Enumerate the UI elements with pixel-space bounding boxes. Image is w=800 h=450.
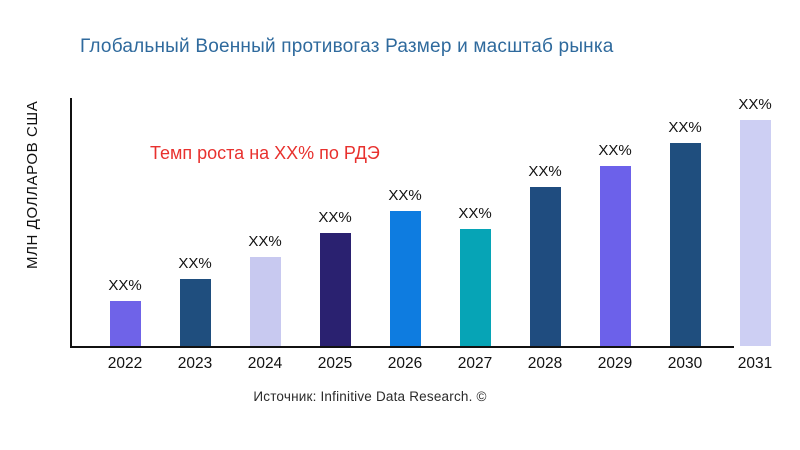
x-tick-label: 2028	[527, 355, 563, 372]
bar-2025	[319, 233, 351, 346]
bar-group-2031: XX% 2031	[738, 96, 772, 372]
bars-container: XX% 2022 XX% 2023 XX% 2024 XX% 2025 XX% 2026 XX% 20…	[70, 96, 780, 372]
bar-2031	[739, 120, 771, 346]
bar-group-2022: XX% 2022	[108, 277, 142, 372]
bar-value-label: XX%	[528, 163, 562, 180]
bar-2023	[179, 279, 211, 346]
source-text: Источник: Infinitive Data Research. ©	[253, 389, 487, 404]
bar-2030	[669, 143, 701, 346]
x-tick-label: 2024	[247, 355, 283, 372]
y-axis-line	[70, 98, 72, 348]
x-axis-line	[70, 346, 734, 348]
x-tick-label: 2023	[177, 355, 213, 372]
bar-group-2029: XX% 2029	[598, 142, 632, 372]
bar-group-2023: XX% 2023	[178, 255, 212, 372]
bar-2029	[599, 166, 631, 346]
bar-group-2024: XX% 2024	[248, 233, 282, 372]
bar-value-label: XX%	[668, 119, 702, 136]
bar-value-label: XX%	[458, 205, 492, 222]
x-tick-label: 2027	[457, 355, 493, 372]
plot-area: XX% 2022 XX% 2023 XX% 2024 XX% 2025 XX% 2026 XX% 20…	[70, 96, 780, 372]
bar-2026	[389, 211, 421, 346]
bar-2027	[459, 229, 491, 346]
bar-value-label: XX%	[598, 142, 632, 159]
bar-2022	[109, 301, 141, 346]
x-tick-label: 2031	[737, 355, 773, 372]
bar-2028	[529, 187, 561, 346]
bar-2024	[249, 257, 281, 346]
bar-group-2027: XX% 2027	[458, 205, 492, 372]
x-tick-label: 2030	[667, 355, 703, 372]
bar-value-label: XX%	[178, 255, 212, 272]
chart-title: Глобальный Военный противогаз Размер и м…	[80, 36, 614, 57]
bar-group-2026: XX% 2026	[388, 187, 422, 372]
bar-group-2030: XX% 2030	[668, 119, 702, 372]
x-tick-label: 2026	[387, 355, 423, 372]
bar-value-label: XX%	[248, 233, 282, 250]
growth-rate-annotation: Темп роста на XX% по РДЭ	[150, 143, 380, 163]
bar-value-label: XX%	[318, 209, 352, 226]
bar-value-label: XX%	[738, 96, 772, 113]
x-tick-label: 2025	[317, 355, 353, 372]
y-axis-label: МЛН ДОЛЛАРОВ США	[24, 100, 41, 270]
bar-group-2028: XX% 2028	[528, 163, 562, 372]
bar-value-label: XX%	[108, 277, 142, 294]
bar-group-2025: XX% 2025	[318, 209, 352, 372]
x-tick-label: 2029	[597, 355, 633, 372]
x-tick-label: 2022	[107, 355, 143, 372]
bar-value-label: XX%	[388, 187, 422, 204]
